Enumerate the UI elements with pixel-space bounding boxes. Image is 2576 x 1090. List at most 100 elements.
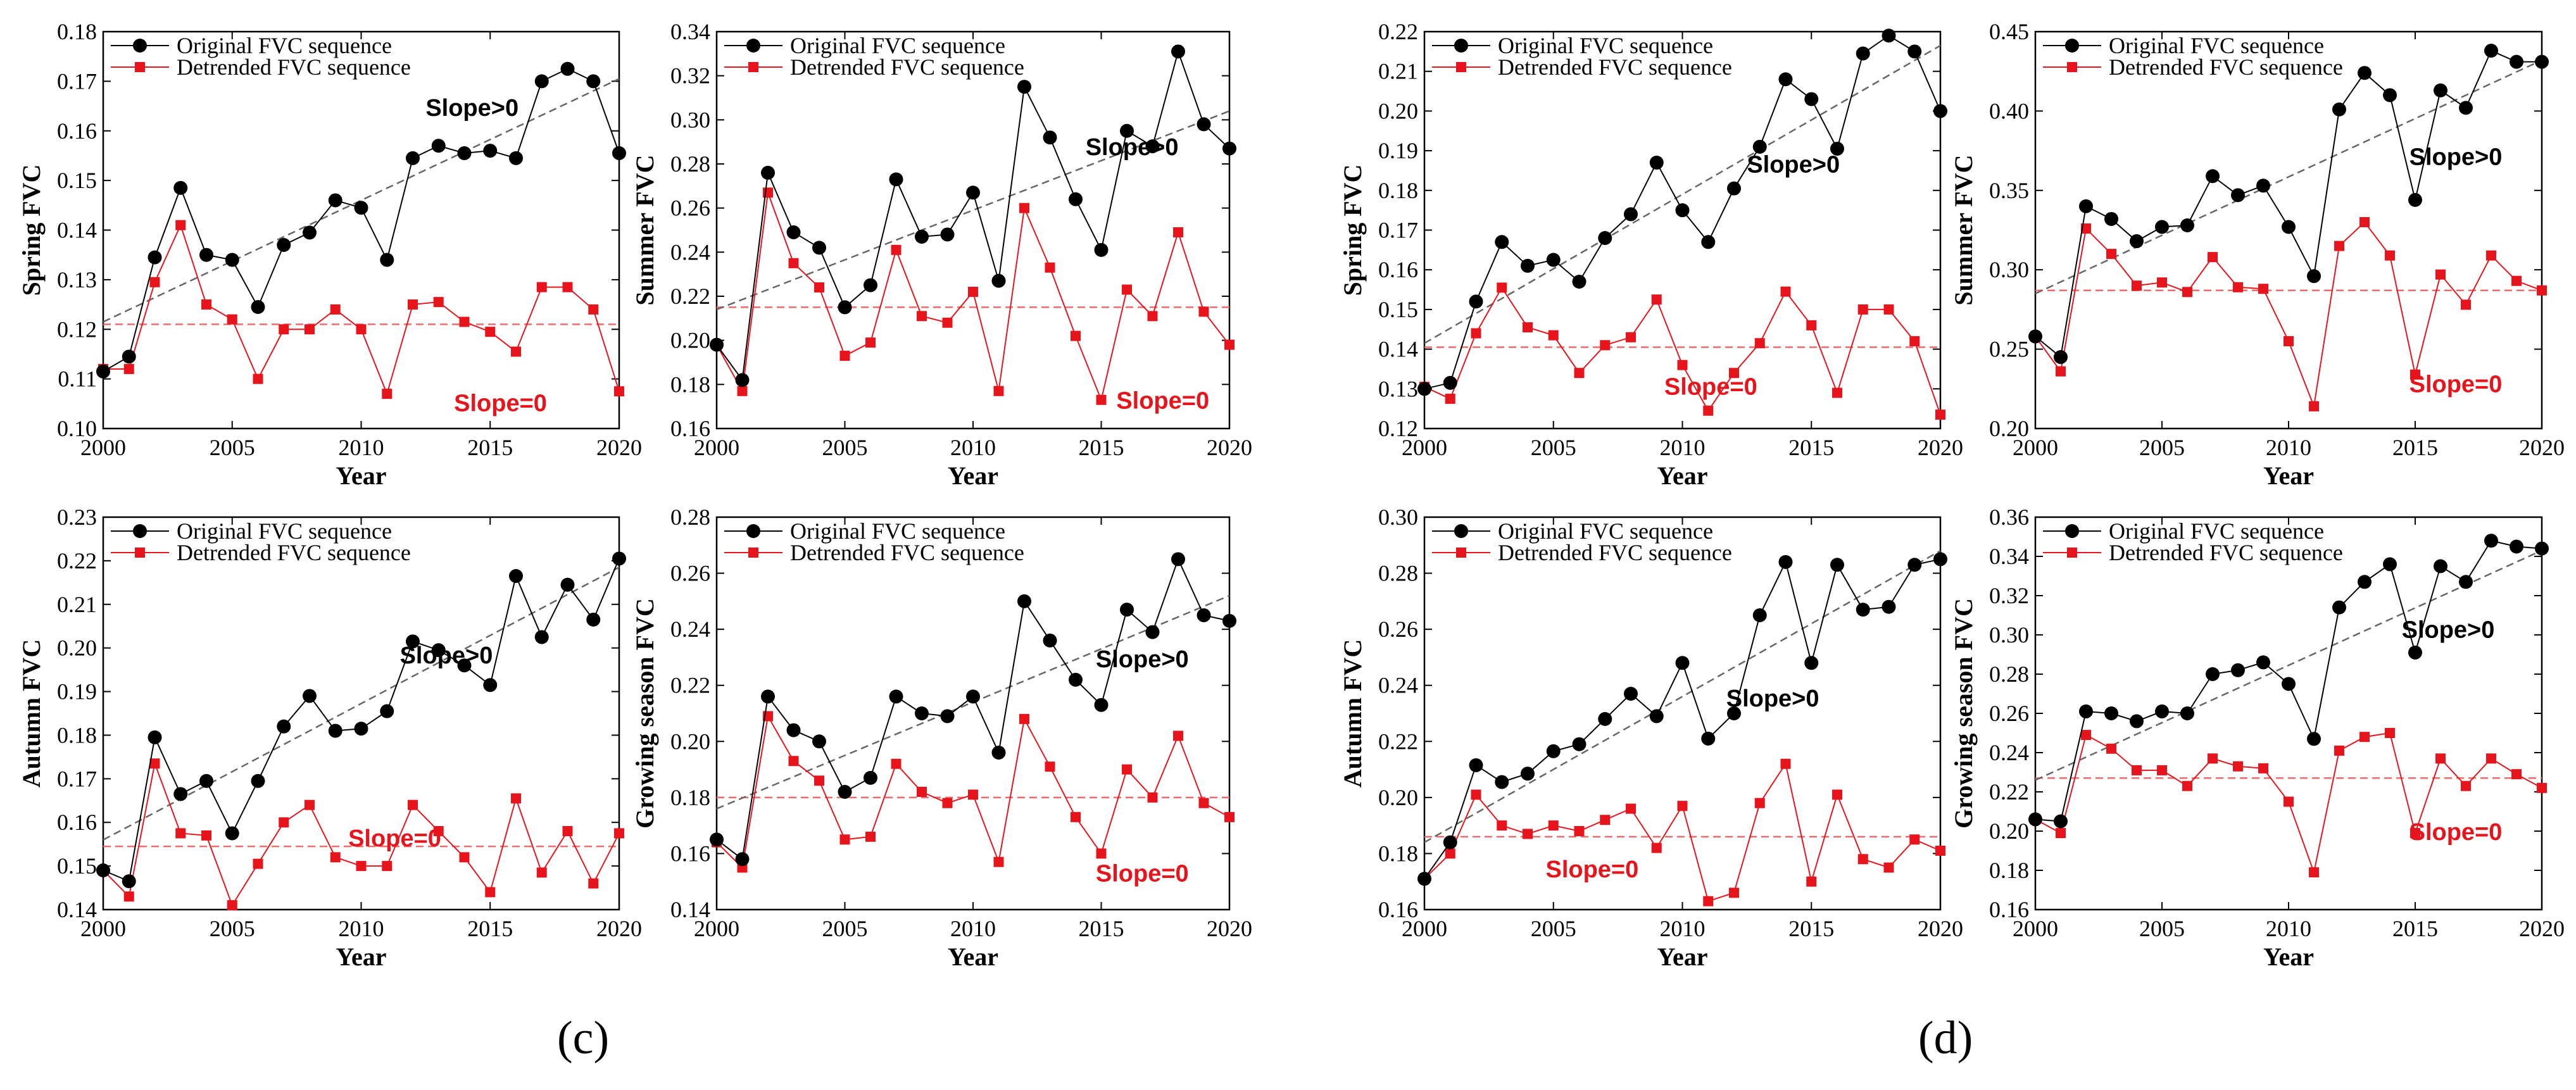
detrended-point xyxy=(1857,854,1868,865)
original-point xyxy=(1675,656,1690,670)
detrended-point xyxy=(2511,769,2522,780)
original-trend-line xyxy=(103,567,620,841)
y-tick-label: 0.34 xyxy=(670,19,710,44)
y-tick-label: 0.14 xyxy=(57,897,97,922)
original-point xyxy=(225,253,239,267)
legend-detrended-label: Detrended FVC sequence xyxy=(2109,540,2343,565)
original-point xyxy=(1572,737,1586,751)
chart-d-growing: 0.16 0.18 0.20 0.22 0.24 0.26 0.28 0.30 0.32 0.34… xyxy=(1949,504,2565,971)
detrended-point xyxy=(201,830,211,841)
original-point xyxy=(148,730,162,744)
original-point xyxy=(1649,709,1664,724)
detrended-point xyxy=(1523,829,1533,839)
original-point xyxy=(1145,139,1160,154)
original-point xyxy=(2231,188,2245,203)
original-point xyxy=(2408,192,2422,207)
detrended-point xyxy=(279,817,289,828)
original-point xyxy=(2307,732,2321,746)
detrended-point xyxy=(1677,360,1688,370)
detrended-point xyxy=(149,758,160,769)
detrended-point xyxy=(1754,798,1765,808)
detrended-point xyxy=(356,324,367,335)
y-tick-label: 0.20 xyxy=(1989,818,2029,844)
original-point xyxy=(838,300,852,315)
detrended-point xyxy=(2410,828,2420,839)
y-tick-label: 0.26 xyxy=(670,196,710,221)
detrended-point xyxy=(1173,227,1183,237)
original-point xyxy=(2332,600,2346,615)
original-point xyxy=(96,863,110,877)
original-point xyxy=(1752,608,1767,622)
detrended-point xyxy=(2511,275,2522,286)
original-point xyxy=(966,185,980,200)
original-point xyxy=(2510,54,2523,69)
legend-original-marker xyxy=(1454,39,1468,53)
y-tick-label: 0.28 xyxy=(1989,661,2029,687)
original-point xyxy=(2028,812,2042,827)
y-tick-label: 0.20 xyxy=(670,328,710,353)
y-tick-label: 0.15 xyxy=(57,853,97,879)
original-point xyxy=(915,229,929,244)
original-point xyxy=(2358,575,2372,589)
y-tick-label: 0.13 xyxy=(1378,376,1418,401)
original-point xyxy=(2383,88,2397,103)
original-point xyxy=(509,151,523,165)
detrended-point xyxy=(2081,730,2091,741)
original-point xyxy=(1778,72,1793,87)
y-axis-title: Summer FVC xyxy=(631,154,659,305)
y-tick-label: 0.28 xyxy=(1378,561,1418,586)
x-tick-label: 2020 xyxy=(2519,435,2565,460)
original-point xyxy=(2104,211,2118,226)
x-axis-title: Year xyxy=(1657,461,1708,490)
detrended-point xyxy=(917,311,927,322)
original-point xyxy=(1882,28,1896,43)
detrended-point xyxy=(1626,803,1636,814)
original-point xyxy=(2535,541,2549,556)
detrended-point xyxy=(227,900,237,911)
detrended-point xyxy=(2537,285,2547,296)
original-point xyxy=(457,146,472,161)
detrended-point xyxy=(588,878,599,889)
y-tick-label: 0.12 xyxy=(57,316,97,342)
original-point xyxy=(2256,655,2270,670)
original-point xyxy=(2104,706,2118,720)
y-tick-label: 0.23 xyxy=(57,504,97,530)
detrended-series-line xyxy=(103,223,620,396)
x-tick-label: 2015 xyxy=(2392,435,2438,460)
y-tick-label: 0.18 xyxy=(1378,841,1418,866)
detrended-point xyxy=(993,856,1004,867)
detrended-point xyxy=(2309,867,2319,878)
original-point xyxy=(1830,141,1844,156)
detrended-point xyxy=(839,351,850,361)
x-tick-label: 2015 xyxy=(467,435,513,460)
detrended-point xyxy=(1729,368,1739,379)
original-point xyxy=(328,724,342,738)
detrended-point xyxy=(839,834,850,845)
detrended-point xyxy=(1574,368,1585,379)
original-point xyxy=(786,225,801,239)
original-point xyxy=(2155,220,2169,234)
slope-annotation: Slope=0 xyxy=(1116,388,1209,415)
y-tick-label: 0.22 xyxy=(1989,779,2029,805)
y-axis-title: Growing season FVC xyxy=(631,598,659,829)
detrended-point xyxy=(993,385,1004,396)
y-tick-label: 0.26 xyxy=(670,561,710,586)
x-tick-label: 2000 xyxy=(2013,435,2058,460)
original-point xyxy=(2510,539,2523,554)
original-point xyxy=(173,787,188,801)
y-tick-label: 0.16 xyxy=(57,118,97,144)
original-point xyxy=(277,238,291,253)
detrended-point xyxy=(433,826,444,836)
original-point xyxy=(1094,242,1109,257)
original-point xyxy=(2535,54,2549,69)
original-point xyxy=(1469,758,1483,772)
original-point xyxy=(1222,613,1236,628)
legend-detrended-label: Detrended FVC sequence xyxy=(1498,540,1732,565)
original-point xyxy=(2459,575,2473,589)
detrended-point xyxy=(2132,280,2142,291)
original-point xyxy=(838,785,852,799)
legend-original-label: Original FVC sequence xyxy=(177,33,392,58)
original-point xyxy=(509,569,523,583)
detrended-point xyxy=(2106,743,2116,754)
legend-original-marker xyxy=(746,39,760,53)
